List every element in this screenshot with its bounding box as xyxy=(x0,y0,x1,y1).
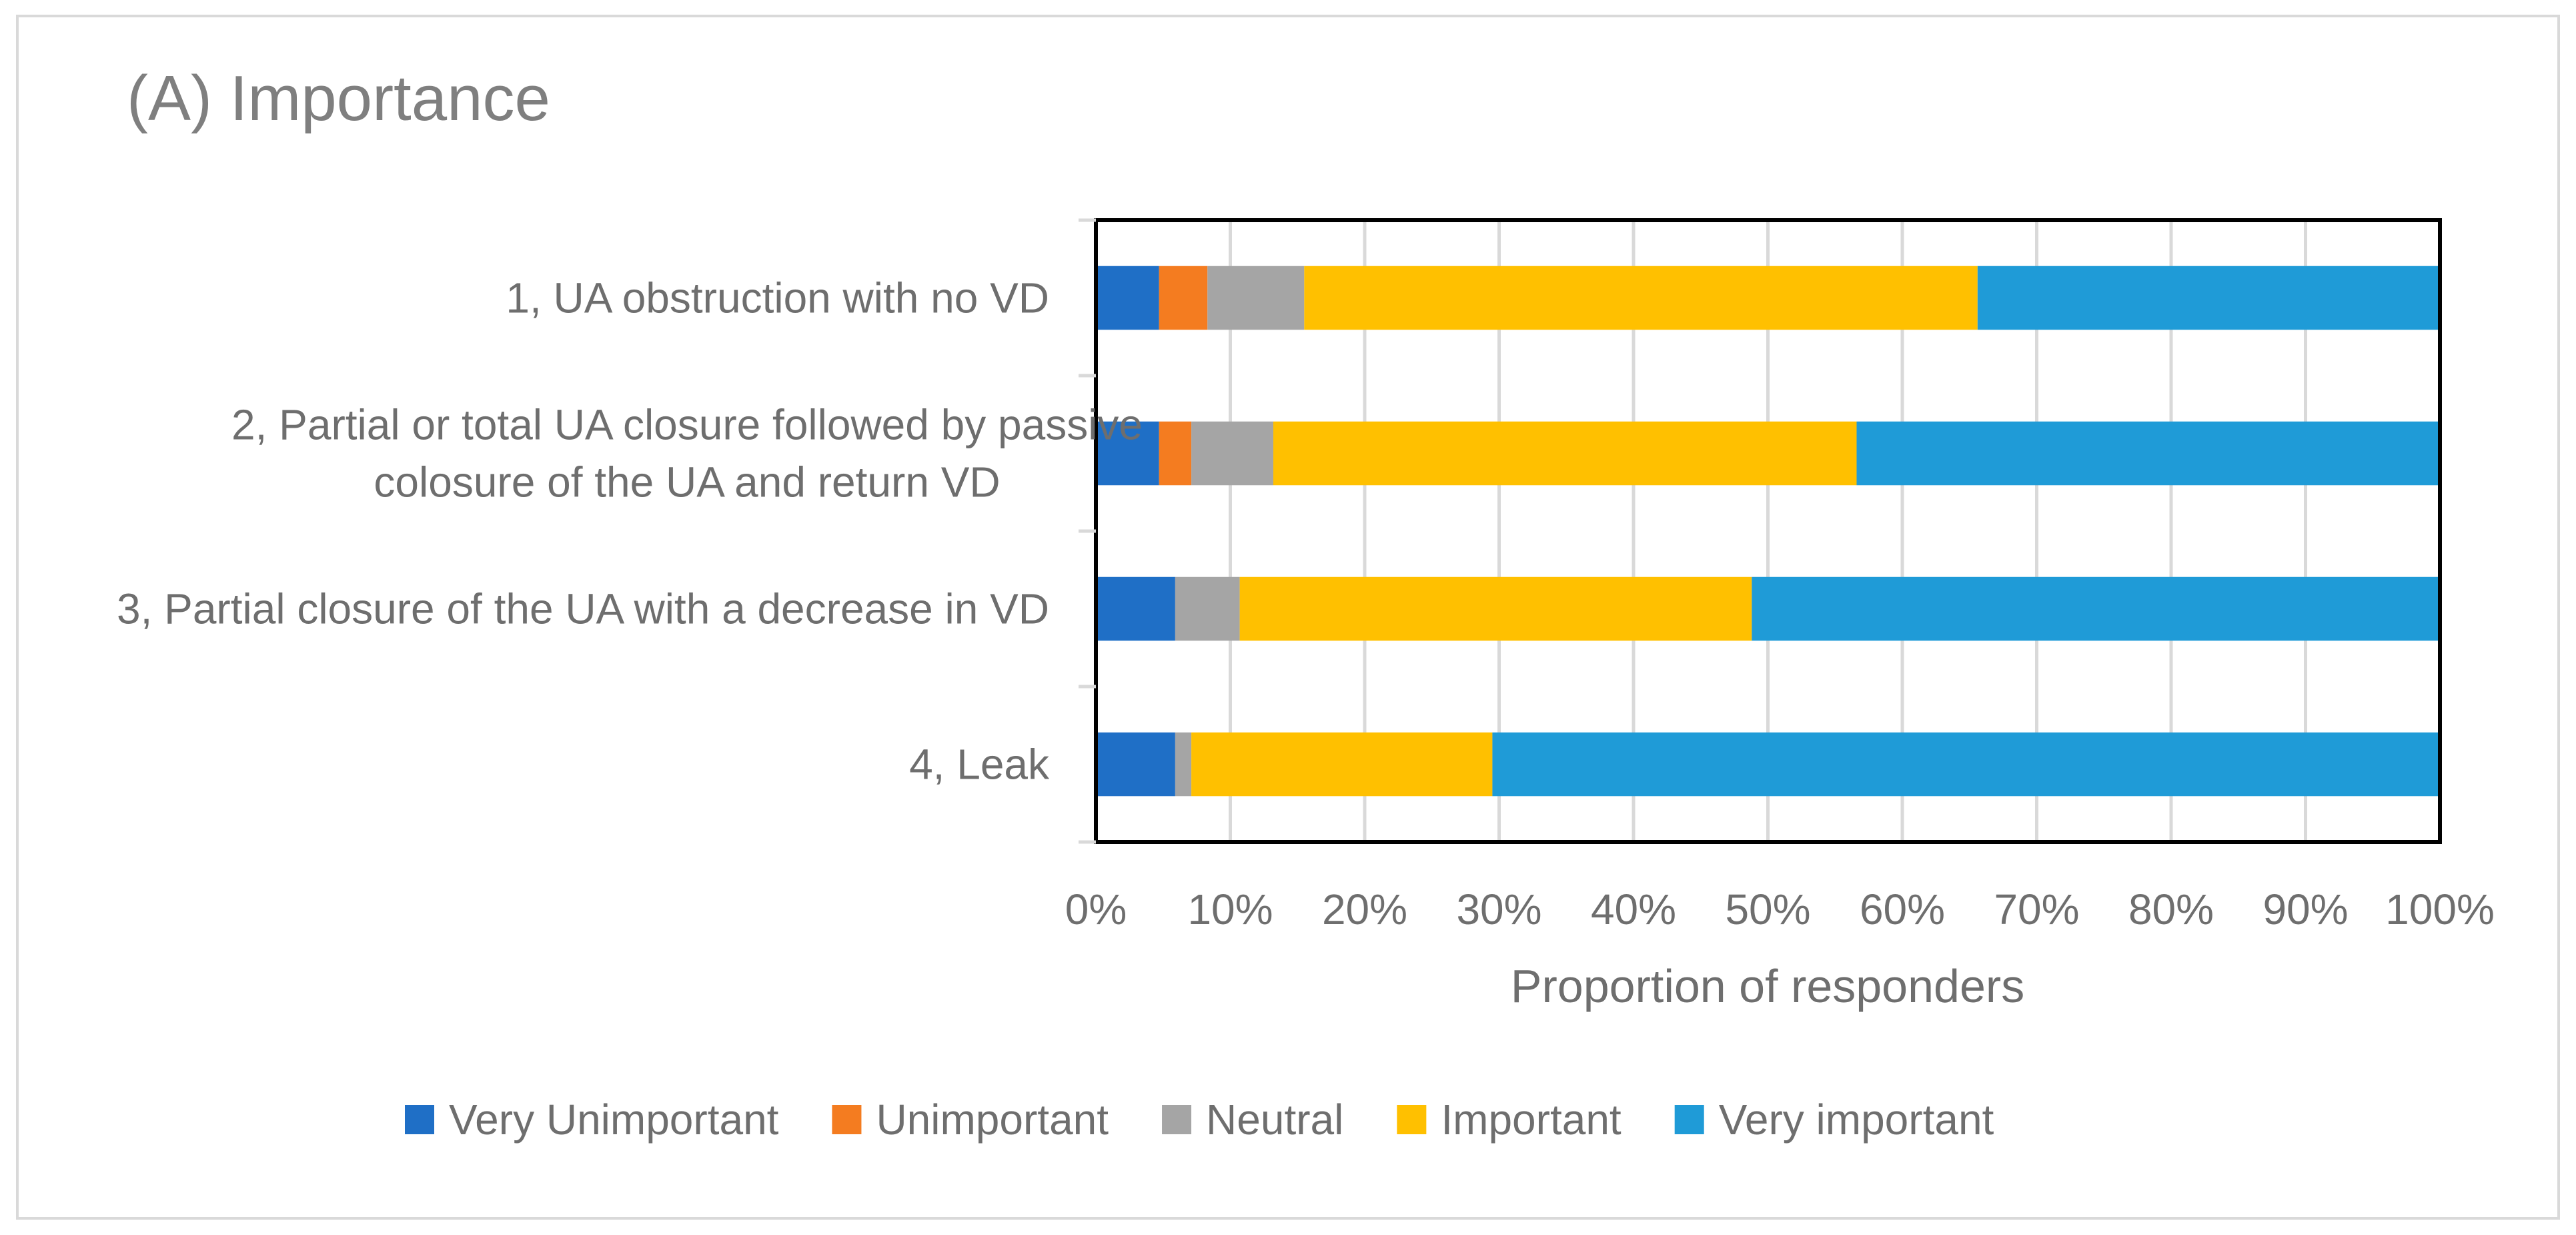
bar-segment xyxy=(1096,421,1159,486)
x-tick-label: 40% xyxy=(1591,885,1676,933)
legend-label: Neutral xyxy=(1206,1096,1343,1144)
legend-swatch xyxy=(832,1105,862,1134)
category-labels: 1, UA obstruction with no VD 2, Partial o… xyxy=(117,274,1143,789)
x-tick-label: 0% xyxy=(1065,885,1127,933)
legend-swatch xyxy=(405,1105,434,1134)
bar-segment xyxy=(1159,421,1192,486)
x-tick-label: 80% xyxy=(2128,885,2214,933)
bar-segment xyxy=(1191,732,1493,797)
legend-label: Very important xyxy=(1719,1096,1994,1144)
bar-segment xyxy=(1752,576,2440,641)
bar-segment xyxy=(1239,576,1752,641)
bar-segment xyxy=(1175,576,1240,641)
x-tick-label: 90% xyxy=(2263,885,2348,933)
x-tick-label: 20% xyxy=(1322,885,1407,933)
category-label: 2, Partial or total UA closure followed … xyxy=(231,401,1143,449)
chart-title: (A) Importance xyxy=(127,63,550,134)
category-label: colosure of the UA and return VD xyxy=(374,458,1000,506)
legend-swatch xyxy=(1397,1105,1427,1134)
bars xyxy=(1096,266,2440,797)
bar-segment xyxy=(1096,266,1159,330)
legend-label: Important xyxy=(1441,1096,1622,1144)
category-label: 4, Leak xyxy=(909,741,1050,789)
axes xyxy=(1079,218,2442,844)
legend-swatch xyxy=(1674,1105,1704,1134)
legend-label: Unimportant xyxy=(876,1096,1109,1144)
bar-segment xyxy=(1207,266,1305,330)
x-tick-label: 70% xyxy=(1994,885,2079,933)
bar-segment xyxy=(1096,576,1175,641)
bar-segment xyxy=(1856,421,2440,486)
legend: Very Unimportant Unimportant Neutral Import… xyxy=(405,1096,1994,1144)
x-tick-label: 50% xyxy=(1725,885,1810,933)
bar-segment xyxy=(1304,266,1978,330)
legend-label: Very Unimportant xyxy=(449,1096,779,1144)
bar-segment xyxy=(1977,266,2440,330)
bar-segment xyxy=(1273,421,1857,486)
bar-segment xyxy=(1492,732,2440,797)
x-tick-label: 100% xyxy=(2385,885,2495,933)
bar-segment xyxy=(1096,732,1175,797)
category-label: 3, Partial closure of the UA with a decr… xyxy=(117,585,1049,633)
x-tick-label: 60% xyxy=(1860,885,1945,933)
x-tick-labels: 0% 10% 20% 30% 40% 50% 60% 70% 80% 90% 100% xyxy=(1065,885,2495,933)
category-label: 1, UA obstruction with no VD xyxy=(506,274,1049,322)
legend-swatch xyxy=(1162,1105,1192,1134)
bar-segment xyxy=(1191,421,1273,486)
bar-segment xyxy=(1175,732,1192,797)
x-axis-title: Proportion of responders xyxy=(1511,960,2024,1012)
x-tick-label: 30% xyxy=(1456,885,1541,933)
bar-segment xyxy=(1159,266,1208,330)
x-tick-label: 10% xyxy=(1187,885,1273,933)
